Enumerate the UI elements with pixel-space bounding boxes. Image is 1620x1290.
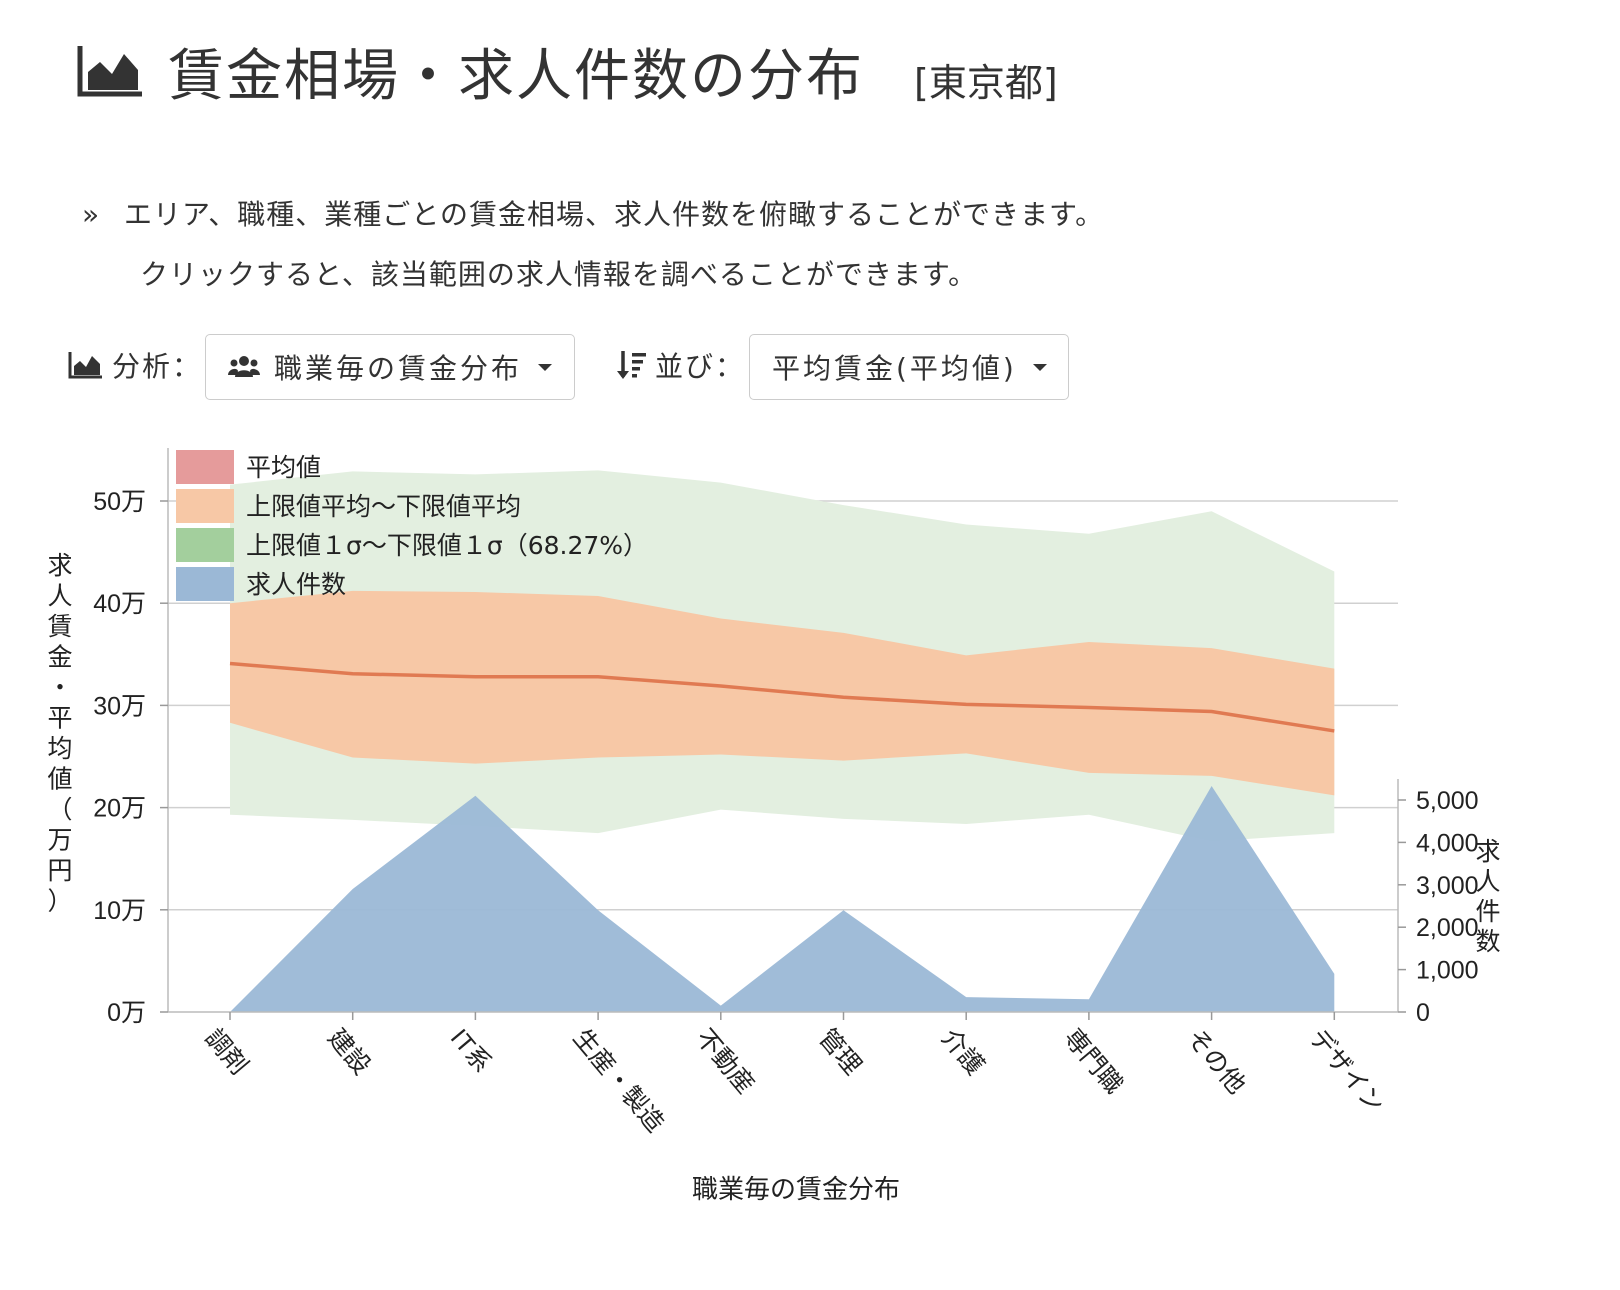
analysis-dropdown[interactable]: 職業毎の賃金分布 [205,334,575,400]
y-tick-label: 0万 [107,999,146,1027]
title-text: 賃金相場・求人件数の分布 [168,43,864,109]
y-tick-label: 30万 [93,692,146,720]
y-tick-label: 50万 [93,488,146,516]
legend-swatch [176,450,234,484]
x-tick-label[interactable]: 調剤 [199,1024,253,1080]
x-tick-label[interactable]: 生産・製造 [568,1024,670,1138]
legend-swatch [176,528,234,562]
legend-label: 上限値平均〜下限値平均 [246,492,521,521]
y2-axis-label: 求人件数 [1475,837,1500,956]
x-tick-label[interactable]: 建設 [322,1024,376,1080]
y-axis-ticks: 0万 10万 20万 30万 40万 50万 [93,488,168,1027]
y2-tick-label: 5,000 [1416,787,1479,815]
y2-axis-label-char: 件 [1475,897,1500,926]
y-axis-label-char: ） [47,887,72,916]
x-axis-ticks: 調剤 建設 IT系 生産・製造 不動産 管理 介護 専門職 その他 デザイン [199,1012,1389,1138]
y2-axis-label-char: 人 [1475,867,1500,896]
y-axis-label-char: 求 [47,551,72,580]
legend-label: 平均値 [246,453,321,482]
analysis-label-text: 分析： [112,350,203,383]
bullet-icon: » [82,198,101,231]
y-axis-label-char: ・ [47,673,72,702]
y2-tick-label: 1,000 [1416,957,1479,985]
mean-line[interactable] [229,661,1335,733]
y2-tick-label: 4,000 [1416,829,1479,857]
x-axis-label: 職業毎の賃金分布 [692,1175,900,1205]
y2-tick-label: 0 [1416,999,1430,1027]
y-axis-label-char: 金 [47,643,72,672]
x-tick-label[interactable]: 管理 [813,1024,867,1080]
y-tick-label: 20万 [93,795,146,823]
description-text-1: エリア、職種、業種ごとの賃金相場、求人件数を俯瞰することができます。 [124,198,1105,231]
y-axis-label-char: （ [47,795,72,824]
y-axis-label-char: 円 [47,856,72,885]
wage-distribution-chart[interactable]: 0万 10万 20万 30万 40万 50万 0 1,000 2,000 3,000 4,000 5… [0,440,1620,1230]
analysis-dropdown-value: 職業毎の賃金分布 [273,352,522,385]
y-axis-label-char: 賃 [47,612,72,641]
x-tick-label[interactable]: 不動産 [690,1024,760,1099]
legend-swatch [176,489,234,523]
y-axis-label-char: 万 [47,826,72,855]
users-icon [228,356,260,377]
y-axis-label-char: 値 [47,765,72,794]
y-tick-label: 40万 [93,590,146,618]
chevron-down-icon [1032,363,1047,371]
area-chart-icon [68,352,102,379]
y-tick-label: 10万 [93,897,146,925]
page-title: 賃金相場・求人件数の分布 [東京都] [76,36,1058,109]
y-axis-label-char: 均 [47,734,72,763]
area-chart-icon [77,46,142,97]
x-tick-label[interactable]: IT系 [445,1024,497,1078]
legend-label: 上限値１σ〜下限値１σ（68.27%） [246,531,648,560]
axes [167,448,1399,1013]
sort-label-text: 並び： [655,350,746,383]
chevron-down-icon [538,363,552,371]
sort-amount-icon [617,351,646,379]
x-tick-label[interactable]: 専門職 [1058,1024,1128,1099]
x-tick-label[interactable]: その他 [1181,1024,1251,1099]
region-label: [東京都] [914,60,1058,105]
x-tick-label[interactable]: デザイン [1304,1024,1390,1119]
y2-axis-ticks: 0 1,000 2,000 3,000 4,000 5,000 [1398,787,1479,1027]
y2-tick-label: 3,000 [1416,872,1479,900]
y2-axis-label-char: 求 [1475,837,1500,866]
legend-swatch [176,567,234,601]
y2-axis-label-char: 数 [1475,927,1500,956]
y-axis-label-char: 平 [47,704,72,733]
analysis-label: 分析： [68,345,202,385]
sort-dropdown-value: 平均賃金(平均値) [772,352,1017,385]
legend-label: 求人件数 [246,570,346,599]
description-line-1: » エリア、職種、業種ごとの賃金相場、求人件数を俯瞰することができます。 [82,193,1104,233]
x-tick-label[interactable]: 介護 [936,1024,990,1080]
y-axis-label-char: 人 [47,582,72,611]
y2-tick-label: 2,000 [1416,914,1479,942]
sort-dropdown[interactable]: 平均賃金(平均値) [749,334,1069,400]
description-line-2: クリックすると、該当範囲の求人情報を調べることができます。 [140,258,978,291]
job-count-area[interactable] [230,786,1335,1012]
sort-label: 並び： [617,345,745,385]
